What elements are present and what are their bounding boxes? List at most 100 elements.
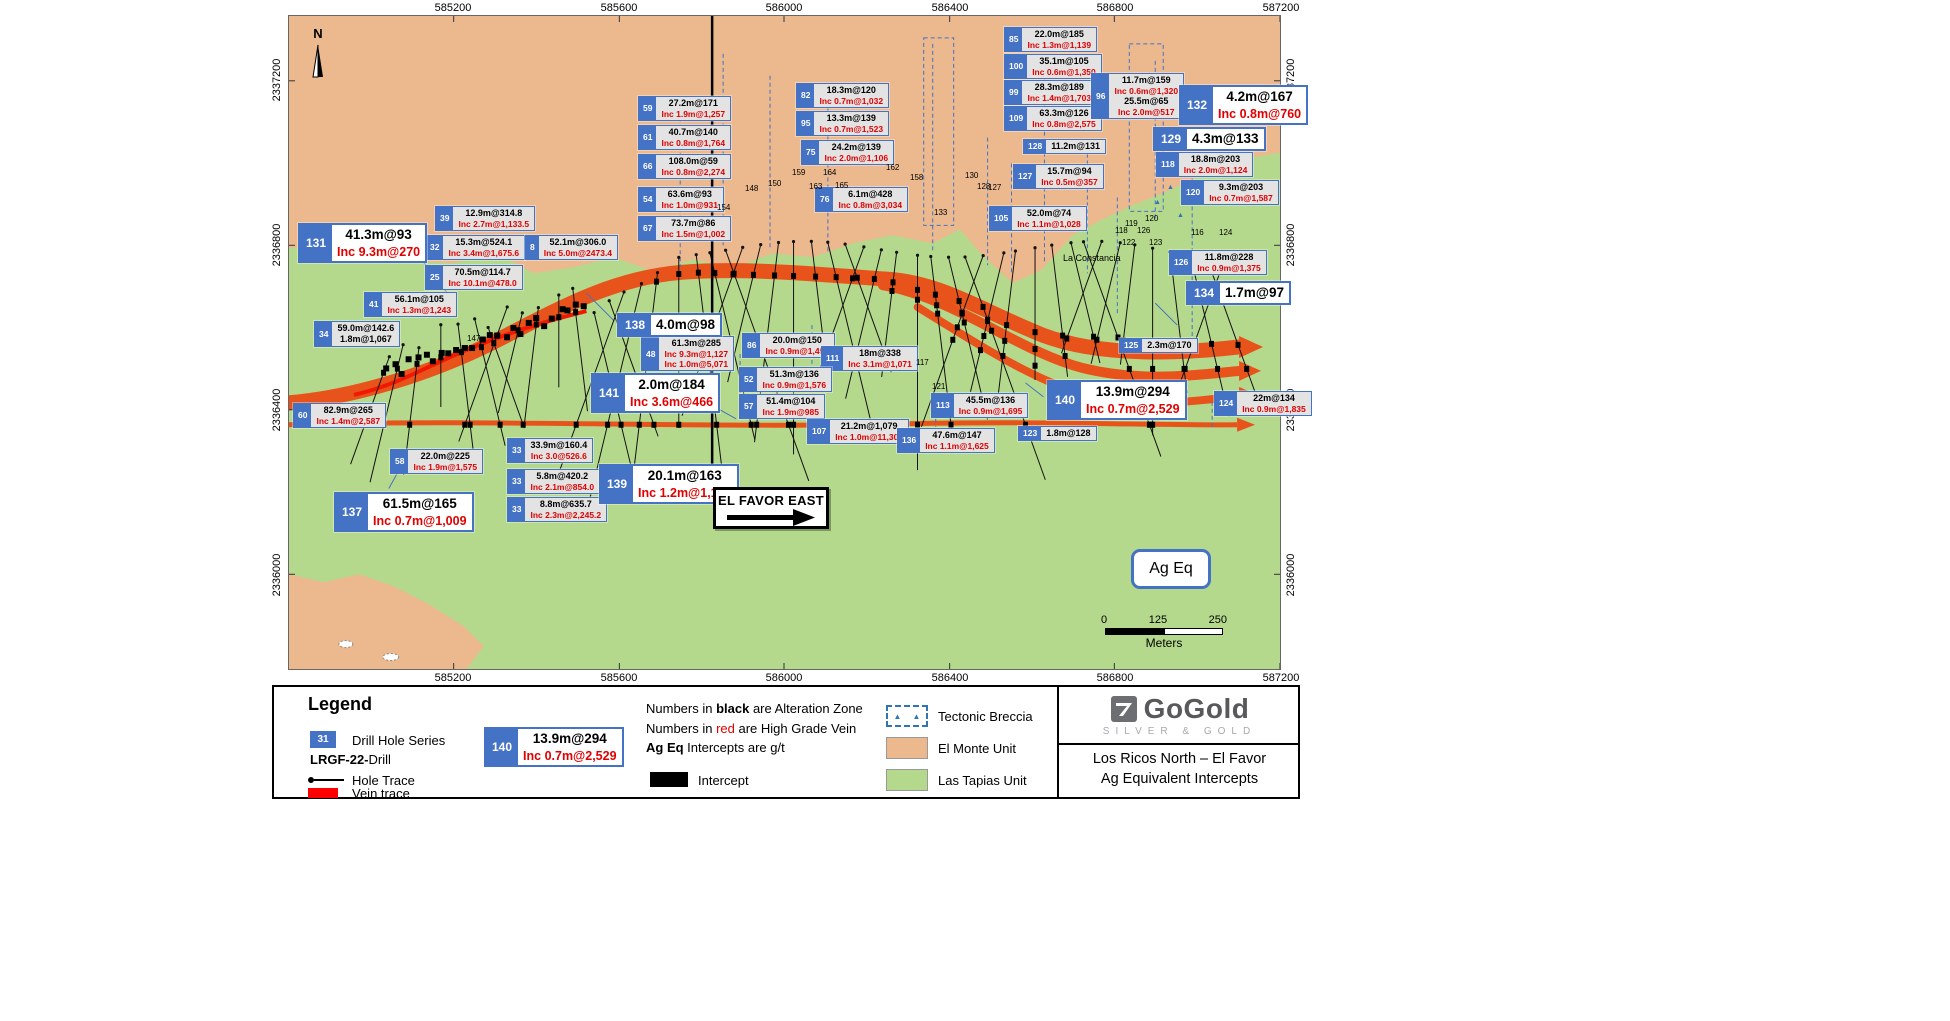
alteration-zone-value: 40.7m@140: [668, 127, 718, 137]
intercept-values: 11.8m@228 Inc 0.9m@1,375: [1192, 251, 1266, 274]
alteration-zone-value: 18m@338: [859, 348, 901, 358]
intercept-callout-141: 141 2.0m@184 Inc 3.6m@466: [591, 373, 721, 413]
intercept-callout-95: 95 13.3m@139 Inc 0.7m@1,523: [796, 111, 890, 136]
axis-label-right: 2336000: [1285, 553, 1297, 597]
intercept-label: Intercept: [698, 773, 749, 788]
intercept-callout-138: 138 4.0m@98: [617, 313, 722, 337]
intercept-values: 52.0m@74 Inc 1.1m@1,028: [1012, 207, 1086, 230]
alteration-zone-number: 165: [835, 181, 849, 190]
alteration-zone-value: 52.1m@306.0: [549, 237, 607, 247]
callout-layer: 85 22.0m@185 Inc 1.3m@1,139 100 35.1m@105 Inc…: [289, 16, 1312, 669]
hole-id-badge: 126: [1170, 251, 1193, 274]
hole-id-badge: 99: [1005, 81, 1023, 104]
intercept-values: 18.8m@203 Inc 2.0m@1,124: [1179, 153, 1253, 176]
intercept-callout-60: 60 82.9m@265 Inc 1.4m@2,587: [293, 403, 387, 428]
intercept-callout-25: 25 70.5m@114.7 Inc 10.1m@478.0: [425, 265, 523, 290]
alteration-zone-value: 4.2m@167: [1226, 89, 1293, 104]
las-tapias-label: Las Tapias Unit: [938, 773, 1027, 788]
alteration-zone-value: 18.8m@203: [1190, 154, 1241, 164]
intercept-callout-76: 76 6.1m@428 Inc 0.8m@3,034: [815, 187, 909, 212]
hole-id-badge: 109: [1005, 107, 1028, 130]
alteration-zone-number: 123: [1149, 238, 1163, 247]
hole-id-badge: 100: [1005, 55, 1028, 78]
alteration-zone-value: 15.3m@524.1: [455, 237, 513, 247]
alteration-zone-value: 35.1m@105: [1039, 56, 1089, 66]
alteration-zone-value: 4.0m@98: [656, 317, 715, 332]
alteration-zone-value: 51.3m@136: [769, 369, 819, 379]
hole-id-badge: 132: [1181, 87, 1214, 123]
intercept-callout-100: 100 35.1m@105 Inc 0.6m@1,350: [1004, 54, 1102, 79]
intercept-values: 12.9m@314.8 Inc 2.7m@1,133.5: [453, 207, 534, 230]
hole-id-badge: 57: [740, 395, 758, 418]
axis-label-bottom: 585600: [600, 672, 638, 684]
intercept-callout-140: 140 13.9m@294 Inc 0.7m@2,529: [1047, 380, 1187, 420]
figure-caption: Los Ricos North – El Favor Ag Equivalent…: [1059, 745, 1300, 795]
alteration-zone-value: 63.6m@93: [667, 189, 712, 199]
scale-0: 0: [1101, 614, 1108, 626]
intercept-callout-67: 67 73.7m@86 Inc 1.5m@1,002: [638, 216, 732, 241]
hole-id-badge: 125: [1120, 339, 1143, 352]
legend-example-callout: 140 13.9m@294 Inc 0.7m@2,529: [484, 727, 624, 767]
intercept-values: 63.3m@126 Inc 0.8m@2,575: [1027, 107, 1101, 130]
hole-id-badge: 34: [315, 322, 333, 346]
hole-id-badge: 61: [639, 126, 657, 149]
la-constancia-label: La Constancia: [1063, 253, 1121, 263]
high-grade-vein-value: Inc 0.7m@1,032: [819, 95, 884, 106]
alteration-zone-value: 2.0m@184: [638, 377, 705, 392]
right-arrow-icon: [727, 509, 815, 526]
intercept-callout-32: 32 15.3m@524.1 Inc 3.4m@1,675.6: [425, 235, 526, 260]
scale-bar: 0 125 250 Meters: [1101, 614, 1227, 650]
intercept-callout-39: 39 12.9m@314.8 Inc 2.7m@1,133.5: [435, 206, 536, 231]
high-grade-vein-value: Inc 9.3m@1,127: [664, 348, 729, 359]
high-grade-vein-value: Inc 1.4m@1,703: [1027, 92, 1092, 103]
alteration-zone-number: 164: [823, 168, 837, 177]
intercept-callout-131: 131 41.3m@93 Inc 9.3m@270: [298, 223, 428, 263]
el-favor-east-label: EL FAVOR EAST: [718, 493, 824, 508]
alteration-zone-value: 11.2m@131: [1051, 141, 1101, 151]
hole-id-badge: 139: [601, 466, 634, 502]
alteration-zone-value: 82.9m@265: [323, 405, 373, 415]
vein-trace-label: Vein trace: [352, 786, 410, 801]
high-grade-vein-value: Inc 2.0m@1,106: [824, 152, 889, 163]
hole-id-badge: 76: [816, 188, 834, 211]
alteration-zone-value: 61.3m@285: [671, 338, 721, 348]
intercept-callout-105: 105 52.0m@74 Inc 1.1m@1,028: [989, 206, 1087, 231]
high-grade-vein-value: Inc 0.8m@1,764: [661, 137, 726, 148]
high-grade-vein-value: Inc 0.9m@1,695: [958, 405, 1023, 416]
high-grade-vein-value: Inc 1.1m@1,028: [1017, 218, 1081, 229]
intercept-swatch: [650, 772, 688, 787]
hole-id-badge: 33: [508, 439, 526, 462]
alteration-zone-value: 28.3m@189: [1034, 82, 1084, 92]
alteration-zone-value: 8.8m@635.7: [539, 499, 592, 509]
intercept-callout-48: 48 61.3m@285 Inc 9.3m@1,127 Inc 1.0m@5,071: [641, 336, 735, 372]
scale-bar-numbers: 0 125 250: [1101, 614, 1227, 626]
high-grade-vein-value: Inc 1.0m@11,307: [835, 431, 904, 442]
intercept-callout-111: 111 18m@338 Inc 3.1m@1,071: [821, 346, 918, 371]
intercept-values: 4.3m@133: [1187, 129, 1263, 149]
intercept-callout-120: 120 9.3m@203 Inc 0.7m@1,587: [1181, 180, 1279, 205]
alteration-zone-value: 11.8m@228: [1204, 252, 1254, 262]
alteration-zone-value: 11.7m@159: [1121, 75, 1171, 85]
high-grade-vein-value: Inc 1.0m@931: [661, 199, 718, 210]
alteration-zone-value: 1.7m@97: [1225, 285, 1284, 300]
high-grade-vein-value: Inc 0.5m@357: [1041, 176, 1098, 187]
intercept-values: 27.2m@171 Inc 1.9m@1,257: [656, 97, 730, 120]
high-grade-vein-value: Inc 0.8m@760: [1218, 106, 1302, 121]
high-grade-vein-value: Inc 2.0m@1,124: [1183, 164, 1248, 175]
high-grade-vein-value: Inc 3.4m@1,675.6: [448, 247, 520, 258]
legend-example-line1: 13.9m@294: [532, 731, 607, 746]
intercept-callout-128: 128 11.2m@131: [1023, 139, 1107, 154]
drill-series-badge: 31: [310, 731, 336, 748]
hole-id-badge: 67: [639, 217, 657, 240]
alteration-zone-value: 45.5m@136: [965, 395, 1016, 405]
hole-id-badge: 113: [932, 394, 954, 417]
las-tapias-swatch: [886, 769, 928, 791]
intercept-callout-118: 118 18.8m@203 Inc 2.0m@1,124: [1156, 152, 1254, 177]
intercept-values: 8.8m@635.7 Inc 2.3m@2,245.2: [525, 498, 606, 521]
hole-id-badge: 127: [1014, 165, 1037, 188]
axis-label-top: 586000: [765, 2, 803, 14]
intercept-values: 20.0m@150 Inc 0.9m@1,494: [760, 334, 834, 357]
high-grade-vein-value: Inc 0.7m@1,587: [1209, 192, 1273, 203]
high-grade-vein-value: Inc 0.7m@1,009: [373, 513, 467, 528]
high-grade-vein-value: Inc 0.7m@2,529: [1086, 401, 1180, 416]
